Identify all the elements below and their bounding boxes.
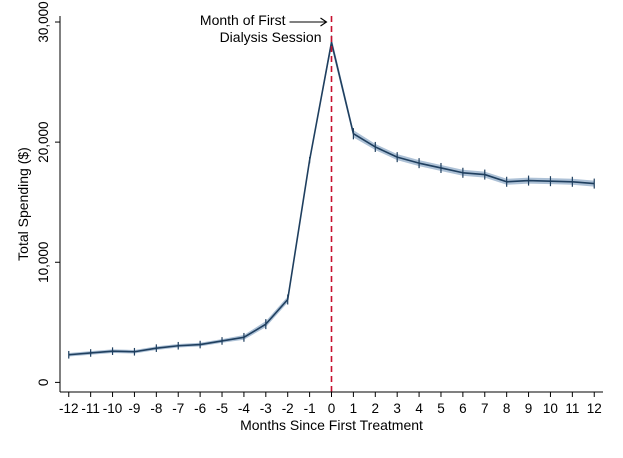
x-tick-label: 11 [565,401,579,416]
y-axis-title: Total Spending ($) [15,147,31,261]
y-tick-label: 20,000 [36,121,51,162]
x-tick-label: -3 [260,401,272,416]
annotation-layer: Month of First Dialysis Session [200,12,328,45]
annotation-text-line-1: Month of First [200,12,286,28]
y-tick-label: 10,000 [36,242,51,283]
x-tick-label: 4 [415,401,423,416]
x-tick-label: -10 [103,401,123,416]
y-tick-label: 0 [36,379,51,387]
x-tick-label: 12 [587,401,602,416]
x-tick-label: -8 [150,401,162,416]
x-tick-label: -6 [194,401,206,416]
x-tick-label: -9 [128,401,140,416]
x-tick-label: 9 [525,401,533,416]
x-tick-label: 10 [543,401,558,416]
x-tick-label: -5 [216,401,228,416]
x-tick-label: 8 [503,401,511,416]
x-axis-title: Months Since First Treatment [240,417,423,433]
x-tick-label: 0 [328,401,336,416]
x-tick-label: -1 [304,401,316,416]
x-tick-label: 6 [459,401,467,416]
x-tick-label: -11 [81,401,100,416]
y-tick-label: 30,000 [36,1,51,42]
x-tick-label: 1 [350,401,358,416]
x-tick-label: 3 [393,401,401,416]
axes-layer [59,16,603,393]
x-tick-label: -7 [172,401,184,416]
x-tick-label: -2 [282,401,294,416]
x-tick-label: 5 [437,401,445,416]
x-tick-label: 2 [372,401,380,416]
x-tick-label: 7 [481,401,489,416]
annotation-text-line-2: Dialysis Session [220,29,322,45]
annotation-arrow-icon [289,17,328,27]
x-tick-label: -4 [238,401,250,416]
x-tick-label: -12 [59,401,79,416]
